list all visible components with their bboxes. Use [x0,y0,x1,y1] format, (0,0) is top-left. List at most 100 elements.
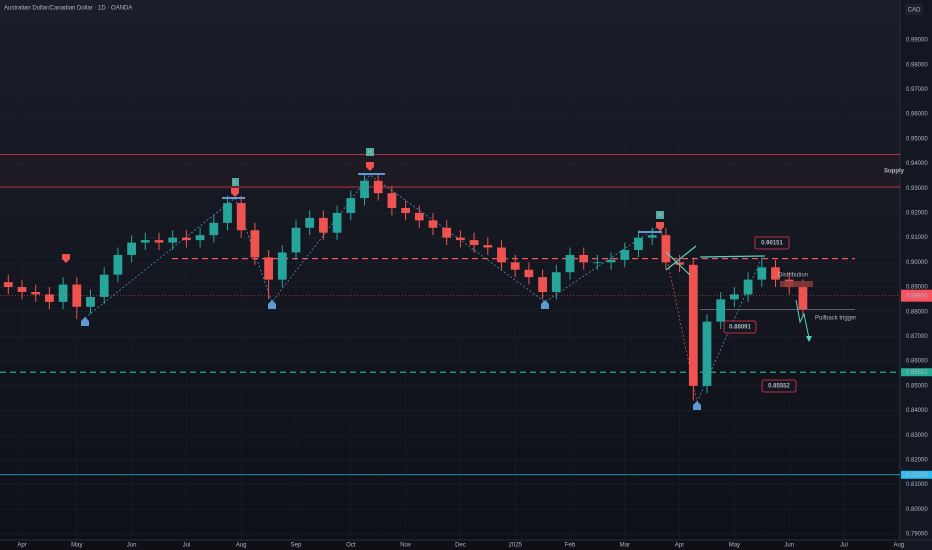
candle-body [634,237,643,250]
candle-body [401,207,410,213]
pattern-label: H [368,150,372,156]
candle-body [771,267,780,280]
x-tick-label: Jun [784,543,794,549]
markers [62,162,813,410]
y-tick-label: 0.86000 [906,359,928,365]
x-tick-label: Dec [455,543,466,549]
candle-body [524,269,534,278]
swing-low-marker [541,300,549,309]
pattern-badge [232,178,239,186]
x-tick-label: Jun [127,543,137,549]
candle-body [305,217,315,228]
pattern-label: L [234,180,238,186]
labels: Australian Dollar/Canadian Dollar · 1D ·… [0,4,932,479]
y-tick-label: 0.94000 [906,161,928,167]
candle-body [223,203,232,223]
y-tick-label: 0.91000 [906,235,928,241]
candle-body [428,220,438,228]
swing-low-marker [81,317,89,326]
candle-body [31,291,41,295]
candle-body [3,282,13,288]
x-tick-label: Jul [840,543,848,549]
candle-body [209,222,219,236]
candle-body [373,180,383,194]
y-tick-label: 0.88000 [906,309,928,315]
level-label: 0.85552 [768,384,790,390]
y-tick-label: 0.83000 [906,433,928,439]
cross-mark [665,245,697,271]
x-tick-label: Nov [400,543,411,549]
x-tick-label: Mar [620,543,630,549]
candle-body [593,262,602,264]
candle-body [291,227,301,253]
level-label: 0.90151 [761,241,783,247]
axis-price-box [901,470,932,479]
candle-body [277,252,287,280]
y-tick-label: 0.99000 [906,38,928,44]
candle-body [264,257,273,280]
neckline [699,255,766,258]
candle-body [469,240,479,246]
candles [3,173,808,401]
candle-body [45,294,54,302]
candle-body [757,267,767,280]
pattern-badge [656,211,664,219]
y-tick-label: 0.92000 [906,211,928,217]
y-tick-label: 0.87000 [906,334,928,340]
candle-body [127,242,136,255]
arrow-head [806,336,812,342]
axis-price-box [901,368,932,377]
swing-high-marker [656,222,664,231]
x-tick-label: Apr [675,543,684,549]
candle-body [72,284,82,307]
y-tick-label: 0.82000 [906,458,928,464]
x-tick-label: Apr [17,543,26,549]
candle-body [606,259,616,263]
x-tick-label: Sep [291,543,302,549]
swing-low-marker [268,300,276,309]
currency-box [905,4,923,15]
x-tick-label: Jul [183,543,191,549]
candle-body [798,287,808,310]
currency: CAD [908,8,921,14]
price-axis [900,0,932,550]
annotation: Distribution [778,273,808,279]
candle-body [675,262,684,265]
axis-price-label: 0.81400 [906,472,928,478]
candle-body [551,272,561,292]
y-tick-label: 0.98000 [906,62,928,68]
x-tick-label: Oct [346,543,356,549]
x-tick-label: Feb [565,543,576,549]
swing-high-marker [366,162,374,171]
candle-body [236,203,246,231]
annotation: Pullback trigger [815,316,856,322]
candle-body [319,217,328,233]
candle-body [168,237,178,243]
candle-body [140,240,150,243]
candle-body [730,294,739,300]
x-tick-label: May [71,543,82,549]
x-tick-label: May [729,543,740,549]
candle-body [456,237,465,241]
y-tick-label: 0.93000 [906,186,928,192]
y-tick-label: 0.96000 [906,112,928,118]
swing-high-marker [62,254,70,263]
y-tick-label: 0.90000 [906,260,928,266]
pattern-label: R [658,213,663,219]
x-tick-label: Aug [893,543,904,549]
last-price-label: 0.88650 [906,293,928,299]
candle-body [414,212,424,221]
candle-body [113,254,123,275]
candle-body [154,240,164,243]
pattern-badge [366,148,374,156]
candle-body [346,198,356,213]
candle-body [538,277,547,292]
candle-body [86,296,95,307]
x-tick-label: 2025 [509,543,523,549]
candle-body [360,180,369,199]
candle-body [58,284,68,302]
y-tick-label: 0.81000 [906,482,928,488]
zone-label: Supply [884,169,905,175]
y-tick-label: 0.79000 [906,532,928,538]
